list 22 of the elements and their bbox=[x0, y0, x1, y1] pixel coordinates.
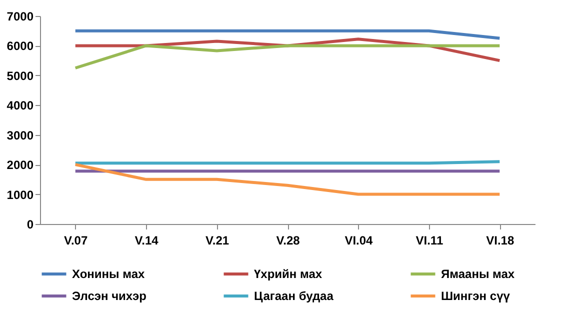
legend-label: Цагаан будаа bbox=[254, 289, 334, 303]
line-series bbox=[74, 163, 502, 196]
x-tick-label: V.14 bbox=[134, 234, 159, 248]
y-tick-label: 1000 bbox=[6, 188, 34, 202]
x-tick-label: VI.04 bbox=[344, 234, 374, 248]
x-tick-label: V.28 bbox=[276, 234, 300, 248]
y-tick-label: 2000 bbox=[6, 158, 34, 172]
x-tick-label: VI.18 bbox=[486, 234, 514, 248]
legend-label: Хонины мах bbox=[72, 267, 146, 281]
legend-label: Элсэн чихэр bbox=[72, 289, 146, 303]
y-tick-label: 7000 bbox=[6, 10, 34, 24]
x-tick-label: V.21 bbox=[205, 234, 230, 248]
y-tick-label: 4000 bbox=[6, 98, 34, 113]
y-tick-label: 6000 bbox=[6, 39, 34, 54]
x-tick-label: V.07 bbox=[64, 234, 88, 248]
legend-label: Үхрийн мах bbox=[254, 267, 322, 281]
legend-label: Шингэн сүү bbox=[441, 289, 510, 303]
y-tick-label: 3000 bbox=[6, 128, 34, 142]
y-tick-label: 0 bbox=[26, 218, 34, 232]
y-tick-label: 5000 bbox=[6, 68, 34, 83]
x-tick-label: VI.11 bbox=[416, 234, 444, 248]
legend-label: Ямааны мах bbox=[441, 267, 515, 281]
